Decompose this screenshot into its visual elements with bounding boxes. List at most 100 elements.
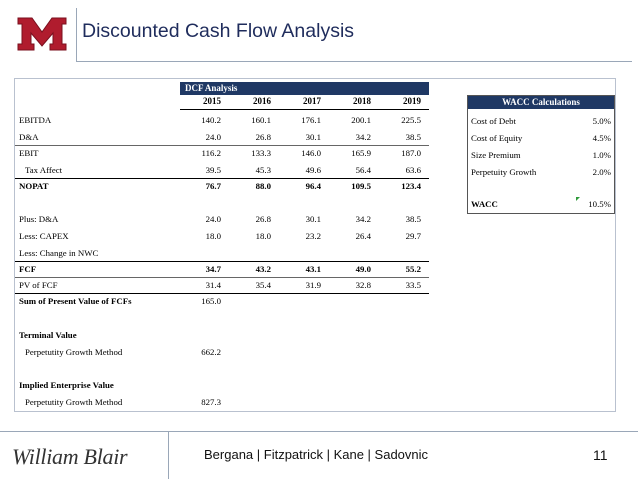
- table-row: Terminal Value: [15, 328, 429, 342]
- page-title: Discounted Cash Flow Analysis: [82, 20, 355, 42]
- cell: 31.9: [305, 280, 321, 290]
- cell: 26.4: [355, 231, 371, 241]
- cell: 30.1: [305, 214, 321, 224]
- cell: 140.2: [201, 115, 221, 125]
- cell: 88.0: [255, 181, 271, 191]
- year-header: 2018: [353, 96, 371, 106]
- footer-rule: [0, 431, 638, 432]
- cell: 33.5: [405, 280, 421, 290]
- year-rule: [180, 109, 429, 110]
- table-row: Tax Affect 39.5 45.3 49.6 56.4 63.6: [15, 163, 429, 177]
- cell: 176.1: [301, 115, 321, 125]
- row-label: Sum of Present Value of FCFs: [19, 296, 132, 306]
- header-divider: [76, 8, 77, 62]
- table-row: EBITDA 140.2 160.1 176.1 200.1 225.5: [15, 113, 429, 127]
- row-label: NOPAT: [19, 181, 49, 191]
- wacc-label: Size Premium: [471, 150, 521, 160]
- william-blair-logo: William Blair: [12, 444, 128, 469]
- section-label: Implied Enterprise Value: [19, 380, 114, 390]
- miami-m-logo: [17, 17, 67, 51]
- cell: 123.4: [401, 181, 421, 191]
- table-row: FCF 34.7 43.2 43.1 49.0 55.2: [15, 262, 429, 276]
- wacc-row: Perpetuity Growth 2.0%: [468, 165, 614, 179]
- cell: 43.2: [255, 264, 271, 274]
- cell: 29.7: [405, 231, 421, 241]
- table-row: PV of FCF 31.4 35.4 31.9 32.8 33.5: [15, 278, 429, 292]
- year-header: 2017: [303, 96, 321, 106]
- year-header: 2019: [403, 96, 421, 106]
- row-label: Perpetutity Growth Method: [25, 347, 123, 357]
- wacc-result-row: WACC 10.5%: [468, 197, 614, 211]
- row-rule: [15, 178, 429, 179]
- cell: 43.1: [305, 264, 321, 274]
- table-row: Sum of Present Value of FCFs 165.0: [15, 294, 429, 308]
- cell: 116.2: [201, 148, 221, 158]
- row-label: Less: CAPEX: [19, 231, 69, 241]
- row-label: EBITDA: [19, 115, 52, 125]
- wacc-table: WACC Calculations Cost of Debt 5.0% Cost…: [467, 95, 615, 214]
- cell: 96.4: [305, 181, 321, 191]
- cell: 31.4: [205, 280, 221, 290]
- cell: 662.2: [201, 347, 221, 357]
- wacc-row: Cost of Equity 4.5%: [468, 131, 614, 145]
- table-row: Plus: D&A 24.0 26.8 30.1 34.2 38.5: [15, 212, 429, 226]
- wacc-row: Size Premium 1.0%: [468, 148, 614, 162]
- table-row: Perpetutity Growth Method 662.2: [15, 345, 429, 359]
- wacc-value: 1.0%: [592, 150, 611, 160]
- cell: 55.2: [405, 264, 421, 274]
- row-rule: [15, 145, 429, 146]
- wacc-table-header: WACC Calculations: [468, 96, 614, 109]
- wacc-label: Perpetuity Growth: [471, 167, 537, 177]
- section-label: Terminal Value: [19, 330, 77, 340]
- row-label: Less: Change in NWC: [19, 248, 99, 258]
- table-row: Implied Enterprise Value: [15, 378, 429, 392]
- cell: 63.6: [405, 165, 421, 175]
- row-label: FCF: [19, 264, 37, 274]
- cell: 24.0: [205, 132, 221, 142]
- table-row: EBIT 116.2 133.3 146.0 165.9 187.0: [15, 146, 429, 160]
- wacc-row: Cost of Debt 5.0%: [468, 114, 614, 128]
- footer-divider: [168, 431, 169, 479]
- cell: 56.4: [355, 165, 371, 175]
- cell: 827.3: [201, 397, 221, 407]
- dcf-table-header: DCF Analysis: [180, 82, 429, 95]
- table-row: NOPAT 76.7 88.0 96.4 109.5 123.4: [15, 179, 429, 193]
- row-label: Perpetutity Growth Method: [25, 397, 123, 407]
- dcf-spreadsheet: DCF Analysis 2015 2016 2017 2018 2019 EB…: [14, 78, 616, 412]
- cell: 109.5: [351, 181, 371, 191]
- cell: 34.7: [205, 264, 221, 274]
- cell: 160.1: [251, 115, 271, 125]
- row-label: PV of FCF: [19, 280, 58, 290]
- cell: 26.8: [255, 214, 271, 224]
- cell: 200.1: [351, 115, 371, 125]
- cell-note-marker: [576, 197, 580, 201]
- cell: 24.0: [205, 214, 221, 224]
- cell: 76.7: [205, 181, 221, 191]
- cell: 45.3: [255, 165, 271, 175]
- wacc-label: Cost of Debt: [471, 116, 516, 126]
- cell: 133.3: [251, 148, 271, 158]
- table-row: Less: CAPEX 18.0 18.0 23.2 26.4 29.7: [15, 229, 429, 243]
- wacc-result-label: WACC: [471, 199, 498, 209]
- page-number: 11: [593, 447, 608, 463]
- header-rule: [76, 61, 632, 62]
- wacc-value: 2.0%: [592, 167, 611, 177]
- wacc-value: 4.5%: [592, 133, 611, 143]
- cell: 34.2: [355, 132, 371, 142]
- wacc-result-value: 10.5%: [588, 199, 611, 209]
- row-rule: [15, 293, 429, 294]
- table-row: Perpetutity Growth Method 827.3: [15, 395, 429, 409]
- cell: 165.9: [351, 148, 371, 158]
- cell: 146.0: [301, 148, 321, 158]
- cell: 18.0: [205, 231, 221, 241]
- row-label: D&A: [19, 132, 39, 142]
- row-label: Plus: D&A: [19, 214, 59, 224]
- cell: 32.8: [355, 280, 371, 290]
- cell: 38.5: [405, 132, 421, 142]
- wacc-label: Cost of Equity: [471, 133, 523, 143]
- wacc-value: 5.0%: [592, 116, 611, 126]
- cell: 39.5: [205, 165, 221, 175]
- cell: 34.2: [355, 214, 371, 224]
- authors-footer: Bergana | Fitzpatrick | Kane | Sadovnic: [204, 447, 429, 462]
- year-header: 2015: [203, 96, 221, 106]
